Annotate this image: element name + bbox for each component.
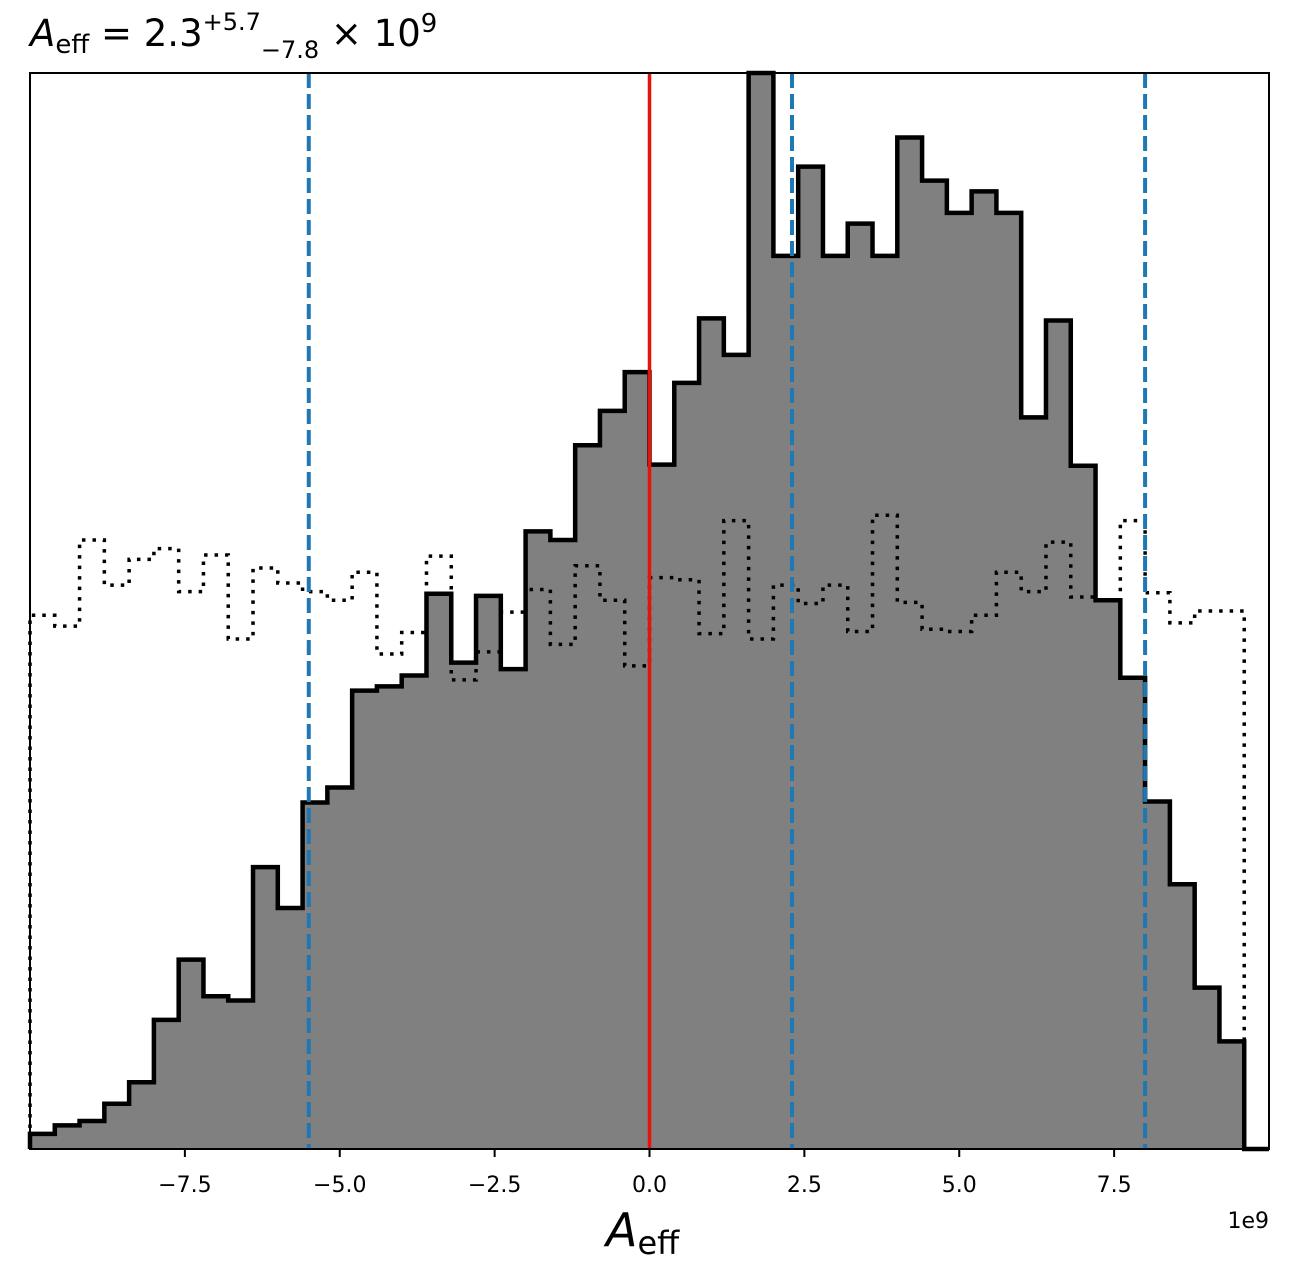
x-tick-label: −7.5 bbox=[158, 1173, 211, 1198]
chart-title: Aeff = 2.3+5.7−7.8 × 109 bbox=[28, 8, 437, 64]
x-axis-label: Aeff bbox=[603, 1203, 680, 1262]
title-exponent: 9 bbox=[421, 9, 438, 39]
title-times: × 10 bbox=[319, 12, 421, 55]
x-tick-label: 7.5 bbox=[1097, 1173, 1132, 1198]
x-tick-label: −2.5 bbox=[468, 1173, 521, 1198]
x-tick-label: 2.5 bbox=[787, 1173, 822, 1198]
x-tick-label: 0.0 bbox=[632, 1173, 667, 1198]
x-tick-label: −5.0 bbox=[313, 1173, 366, 1198]
x-tick-label: 5.0 bbox=[942, 1173, 977, 1198]
title-value: 2.3 bbox=[144, 12, 203, 55]
x-axis-ticks: −7.5 −5.0 −2.5 0.0 2.5 5.0 7.5 bbox=[158, 1149, 1132, 1198]
x-axis-offset-text: 1e9 bbox=[1227, 1209, 1269, 1234]
prior-histogram-line bbox=[28, 513, 1269, 1151]
title-lower-error: −7.8 bbox=[261, 36, 319, 64]
title-symbol: A bbox=[28, 12, 55, 55]
plot-area bbox=[27, 70, 1269, 1152]
x-label-subscript: eff bbox=[637, 1224, 680, 1262]
title-upper-error: +5.7 bbox=[203, 8, 261, 36]
title-equals: = bbox=[89, 12, 144, 55]
x-label-symbol: A bbox=[603, 1203, 637, 1257]
title-subscript: eff bbox=[55, 30, 90, 60]
